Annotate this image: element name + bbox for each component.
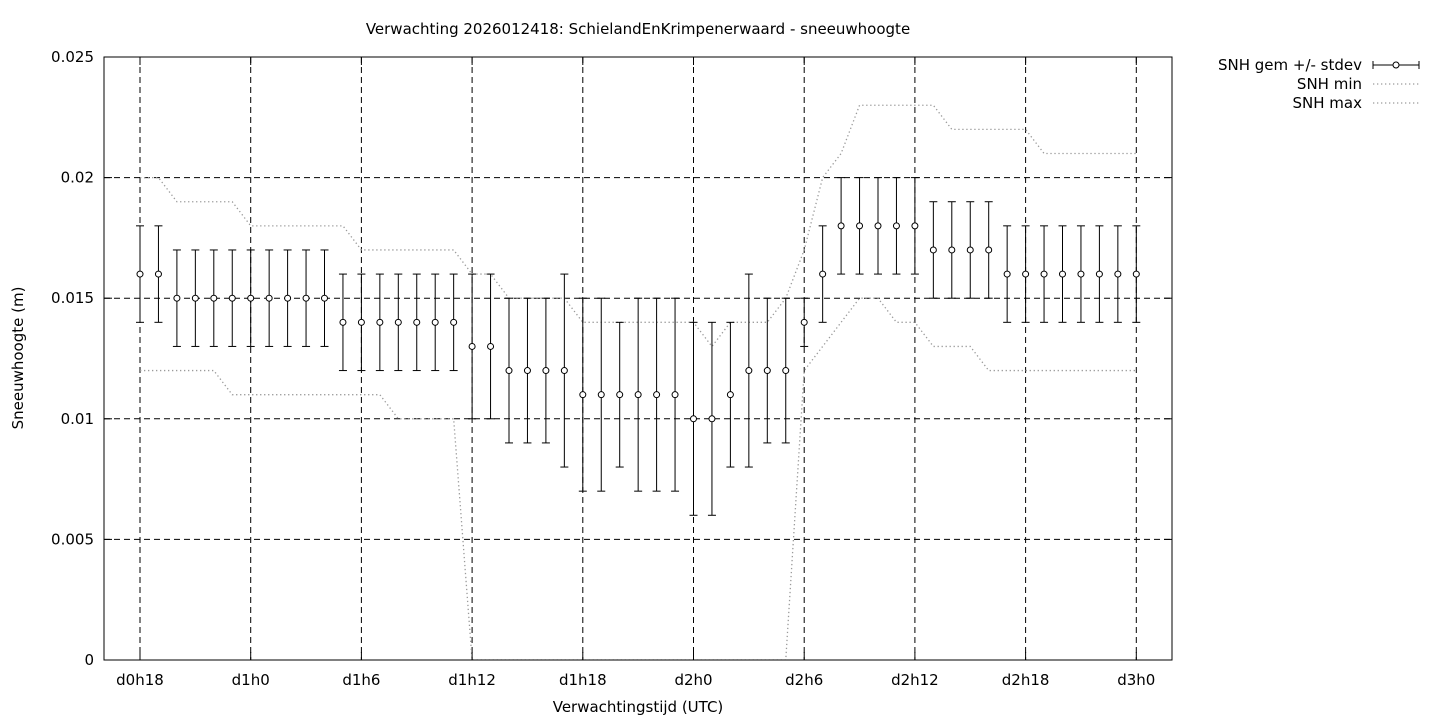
mean-point [542, 367, 550, 375]
plot-series [136, 104, 1141, 660]
y-axis-label: Sneeuwhoogte (m) [9, 287, 27, 430]
x-tick-label: d2h0 [674, 671, 712, 689]
mean-point [966, 246, 974, 254]
mean-point [560, 367, 568, 375]
mean-point [394, 318, 402, 326]
mean-point [1095, 270, 1103, 278]
mean-point [431, 318, 439, 326]
mean-point [284, 294, 292, 302]
mean-point [653, 391, 661, 399]
y-tick-label: 0.01 [61, 410, 94, 428]
mean-point [800, 318, 808, 326]
mean-point [708, 415, 716, 423]
mean-point [690, 415, 697, 423]
mean-point [874, 222, 882, 230]
mean-point [763, 367, 771, 375]
x-tick-label: d1h12 [448, 671, 496, 689]
mean-point [745, 367, 753, 375]
x-tick-label: d2h6 [785, 671, 823, 689]
mean-point [856, 222, 864, 230]
x-tick-label: d1h0 [232, 671, 270, 689]
mean-point [247, 294, 255, 302]
axis-ticks: 0 0.005 0.01 0.015 0.02 0.025 d0h18 d1h0 d1h6 d1h… [51, 48, 1172, 689]
mean-point [1022, 270, 1030, 278]
y-tick-label: 0.015 [51, 289, 94, 307]
mean-point [782, 367, 790, 375]
x-tick-label: d2h18 [1002, 671, 1050, 689]
mean-point [339, 318, 347, 326]
y-tick-label: 0.005 [51, 530, 94, 548]
mean-point [450, 318, 458, 326]
mean-point [487, 342, 495, 350]
x-tick-label: d1h6 [342, 671, 380, 689]
chart-title: Verwachting 2026012418: SchielandEnKrimp… [366, 20, 910, 38]
mean-point [154, 270, 162, 278]
x-axis-label: Verwachtingstijd (UTC) [553, 698, 724, 716]
mean-point [1003, 270, 1011, 278]
mean-point [616, 391, 624, 399]
mean-point [413, 318, 421, 326]
mean-point [1040, 270, 1048, 278]
mean-point [321, 294, 328, 302]
mean-point [892, 222, 900, 230]
mean-point [634, 391, 642, 399]
y-tick-label: 0.02 [61, 169, 94, 187]
legend-label: SNH max [1293, 94, 1363, 112]
mean-point [1077, 270, 1085, 278]
mean-point [191, 294, 199, 302]
mean-point [505, 367, 513, 375]
mean-point [523, 367, 531, 375]
mean-point [136, 270, 144, 278]
mean-point [228, 294, 236, 302]
mean-point [376, 318, 384, 326]
mean-point [911, 222, 919, 230]
mean-point [948, 246, 956, 254]
mean-point [1114, 270, 1122, 278]
x-tick-label: d3h0 [1117, 671, 1155, 689]
x-tick-label: d0h18 [116, 671, 164, 689]
plot-frame [103, 56, 1173, 661]
y-tick-label: 0.025 [51, 48, 94, 66]
mean-point [468, 342, 476, 350]
x-tick-label: d2h12 [891, 671, 939, 689]
x-tick-label: d1h18 [559, 671, 607, 689]
mean-point [302, 294, 310, 302]
mean-point [597, 391, 605, 399]
mean-point [985, 246, 993, 254]
mean-point [579, 391, 587, 399]
y-tick-label: 0 [84, 651, 94, 669]
mean-point [1132, 270, 1140, 278]
mean-point [837, 222, 845, 230]
mean-point [357, 318, 365, 326]
mean-point [1059, 270, 1066, 278]
mean-point [929, 246, 937, 254]
mean-point [819, 270, 827, 278]
mean-point [726, 391, 734, 399]
legend-label: SNH min [1297, 75, 1362, 93]
mean-point [210, 294, 218, 302]
mean-point [173, 294, 181, 302]
legend-mean-point [1392, 61, 1400, 69]
legend-label: SNH gem +/- stdev [1218, 56, 1362, 74]
mean-point [671, 391, 679, 399]
mean-point [265, 294, 273, 302]
